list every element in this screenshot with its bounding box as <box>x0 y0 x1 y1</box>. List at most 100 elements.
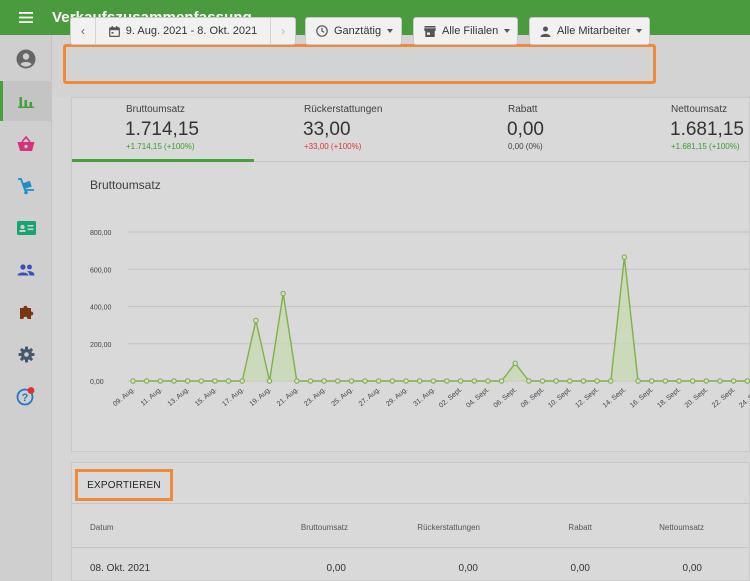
metric-discount[interactable]: Rabatt 0,00 0,00 (0%) <box>434 98 594 162</box>
bar-chart-icon <box>18 97 34 108</box>
x-tick-label: 15. Aug. <box>194 386 218 408</box>
x-tick-label: 27. Aug. <box>358 386 382 408</box>
metric-value: 1.681,15 <box>670 119 744 140</box>
puzzle-piece-icon <box>19 305 33 319</box>
svg-text:?: ? <box>22 392 29 404</box>
x-tick-label: 29. Aug. <box>385 386 409 408</box>
data-point <box>498 378 505 384</box>
column-header-discount[interactable]: Rabatt <box>568 523 592 532</box>
data-point <box>362 378 368 384</box>
x-tick-label: 02. Sept. <box>438 386 464 409</box>
data-point <box>416 378 423 384</box>
data-point <box>266 378 273 384</box>
series-line <box>133 257 750 382</box>
y-axis: 0,00 200,00 400,00 600,00 800,00 <box>90 230 112 386</box>
date-range-label: 9. Aug. 2021 - 8. Okt. 2021 <box>125 25 258 37</box>
data-point <box>294 378 300 384</box>
sidebar-item-settings[interactable] <box>0 334 52 374</box>
chart-title: Bruttoumsatz <box>90 178 161 192</box>
time-filter-label: Ganztätig <box>334 25 382 37</box>
metric-refunds[interactable]: Rückerstattungen 33,00 +33,00 (+100%) <box>254 98 434 162</box>
y-tick-label: 800,00 <box>90 230 112 237</box>
x-tick-label: 13. Aug. <box>167 386 191 408</box>
date-range-picker[interactable]: ‹ 9. Aug. 2021 - 8. Okt. 2021 › <box>70 17 296 45</box>
column-header-refunds[interactable]: Rückerstattungen <box>417 523 480 532</box>
x-tick-label: 06. Sept. <box>493 386 519 409</box>
gross-sales-chart: 0,00 200,00 400,00 600,00 800,00 09. Aug. 11.… <box>90 230 750 410</box>
account-circle-icon <box>16 49 36 69</box>
gear-icon <box>18 346 34 362</box>
series-area <box>133 257 750 381</box>
x-tick-label: 12. Sept. <box>574 386 600 409</box>
sidebar-item-account[interactable] <box>0 39 52 79</box>
previous-period-button[interactable]: ‹ <box>71 18 96 44</box>
table-header: Datum Bruttoumsatz Rückerstattungen Raba… <box>72 503 750 548</box>
store-filter-dropdown[interactable]: Alle Filialen <box>413 17 518 45</box>
chevron-down-icon <box>636 29 643 33</box>
sales-summary-card: Bruttoumsatz 1.714,15 +1.714,15 (+100%) … <box>71 97 750 452</box>
sidebar-item-integrations[interactable] <box>0 292 52 332</box>
data-point <box>307 378 314 384</box>
data-point <box>594 378 600 384</box>
data-point <box>703 378 710 384</box>
x-tick-label: 14. Sept. <box>602 386 628 409</box>
data-point <box>253 317 259 324</box>
data-point <box>635 378 641 384</box>
data-point <box>744 378 750 384</box>
time-filter-dropdown[interactable]: Ganztätig <box>305 17 402 45</box>
sidebar-item-employees[interactable] <box>0 250 52 290</box>
sidebar-item-inventory[interactable] <box>0 166 52 206</box>
data-point <box>212 378 218 384</box>
data-point <box>621 254 628 260</box>
cell-net-sales: 0,00 <box>682 563 702 574</box>
data-point <box>389 378 396 384</box>
x-tick-label: 24. Sept. <box>738 386 750 409</box>
data-point <box>198 378 205 384</box>
data-point <box>526 378 532 384</box>
id-card-icon <box>16 221 36 235</box>
employee-filter-label: Alle Mitarbeiter <box>557 25 631 37</box>
menu-button[interactable] <box>0 0 52 35</box>
data-point <box>676 378 682 384</box>
data-point <box>730 378 737 384</box>
cell-gross-sales: 0,00 <box>326 563 346 574</box>
series-points <box>130 254 750 384</box>
calendar-icon <box>108 25 120 37</box>
sidebar-item-reports[interactable] <box>0 81 52 121</box>
x-tick-label: 09. Aug. <box>112 386 136 408</box>
metric-value: 33,00 <box>303 119 351 140</box>
column-header-net-sales[interactable]: Nettoumsatz <box>659 523 704 532</box>
metric-delta: +1.681,15 (+100%) <box>671 142 740 151</box>
export-card: EXPORTIEREN Datum Bruttoumsatz Rückersta… <box>71 462 750 581</box>
x-tick-label: 25. Aug. <box>330 386 354 408</box>
x-tick-label: 20. Sept. <box>684 386 710 409</box>
metric-gross-sales[interactable]: Bruttoumsatz 1.714,15 +1.714,15 (+100%) <box>72 98 254 162</box>
x-tick-label: 17. Aug. <box>221 386 245 408</box>
metric-value: 1.714,15 <box>125 119 199 140</box>
data-point <box>662 378 669 384</box>
data-point <box>580 378 587 384</box>
metric-net-sales[interactable]: Nettoumsatz 1.681,15 +1.681,15 (+100%) <box>594 98 750 162</box>
export-button[interactable]: EXPORTIEREN <box>75 469 173 501</box>
employee-filter-dropdown[interactable]: Alle Mitarbeiter <box>529 17 650 45</box>
next-period-button[interactable]: › <box>270 18 295 44</box>
x-tick-label: 11. Aug. <box>140 386 164 408</box>
data-point <box>143 378 150 384</box>
data-point <box>225 378 232 384</box>
date-range-button[interactable]: 9. Aug. 2021 - 8. Okt. 2021 <box>96 25 270 37</box>
sidebar-item-customers[interactable] <box>0 208 52 248</box>
sidebar-item-sales[interactable] <box>0 124 52 164</box>
data-point <box>567 378 573 384</box>
x-tick-label: 18. Sept. <box>656 386 682 409</box>
data-point <box>157 378 164 384</box>
metric-label: Rabatt <box>508 104 538 115</box>
data-point <box>512 360 518 367</box>
x-tick-label: 04. Sept. <box>465 386 491 409</box>
column-header-gross-sales[interactable]: Bruttoumsatz <box>300 523 348 532</box>
help-icon: ? <box>16 387 35 406</box>
column-header-date[interactable]: Datum <box>90 523 114 532</box>
cell-refunds: 0,00 <box>458 563 478 574</box>
sidebar-item-help[interactable]: ? <box>0 376 52 416</box>
data-point <box>171 378 177 384</box>
data-point <box>648 378 655 384</box>
